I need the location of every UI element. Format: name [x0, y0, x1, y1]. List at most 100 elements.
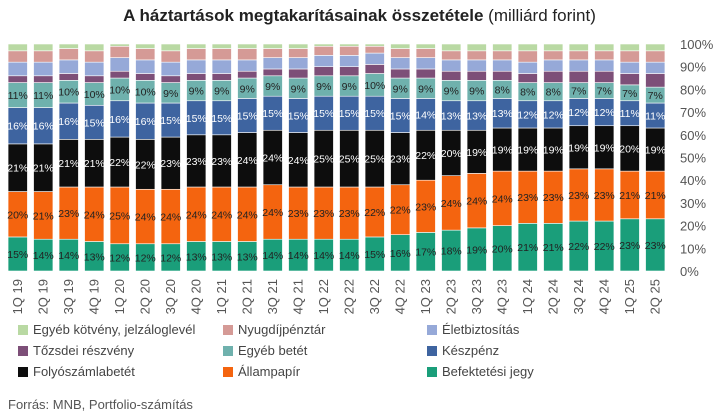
x-tick-label: 1Q 24: [520, 279, 535, 314]
data-label: 24%: [211, 209, 232, 221]
data-label: 15%: [288, 111, 309, 123]
bar-group: 14% 23% 21% 16% 10%: [58, 43, 79, 272]
data-label: 14%: [288, 250, 309, 262]
x-tick-label: 3Q 21: [265, 279, 280, 314]
data-label: 19%: [543, 145, 564, 157]
bar-segment: [619, 43, 640, 52]
data-label: 10%: [109, 84, 130, 96]
bar-group: 18% 24% 20% 13% 9%: [441, 43, 462, 272]
bar-segment: [160, 61, 181, 77]
data-label: 21%: [33, 210, 54, 222]
bar-group: 21% 23% 19% 12% 8%: [543, 43, 564, 272]
data-label: 22%: [568, 241, 589, 253]
bar-group: 12% 24% 22% 16% 10%: [135, 43, 156, 272]
data-label: 16%: [33, 121, 54, 133]
data-label: 20%: [619, 143, 640, 155]
bar-segment: [84, 75, 105, 83]
data-label: 22%: [390, 205, 411, 217]
legend-swatch: [223, 324, 233, 335]
data-label: 22%: [364, 207, 385, 219]
x-tick-label: 1Q 23: [418, 279, 433, 314]
bar-group: 14% 23% 24% 15% 9%: [288, 43, 309, 272]
data-label: 23%: [339, 208, 360, 220]
bar-segment: [237, 59, 258, 72]
bar-segment: [211, 73, 232, 81]
bar-segment: [84, 50, 105, 63]
bar-segment: [619, 61, 640, 74]
bar-group: 14% 24% 24% 15% 9%: [262, 43, 283, 272]
data-label: 13%: [186, 251, 207, 263]
data-label: 15%: [339, 108, 360, 120]
data-label: 22%: [135, 159, 156, 171]
bar-segment: [7, 50, 28, 63]
bar-group: 14% 23% 25% 15% 9%: [339, 43, 360, 272]
data-label: 9%: [342, 81, 357, 93]
data-label: 11%: [620, 108, 640, 120]
data-label: 15%: [237, 111, 258, 123]
bar-segment: [543, 70, 564, 83]
stacked-bar-plot: 0%10%20%30%40%50%60%70%80%90%100%15%20%2…: [7, 37, 713, 314]
x-tick-label: 3Q 22: [367, 279, 382, 314]
y-tick-label: 40%: [680, 173, 706, 188]
bar-segment: [313, 43, 334, 47]
data-label: 23%: [211, 156, 232, 168]
bar-segment: [211, 48, 232, 61]
data-label: 17%: [415, 247, 436, 259]
bar-segment: [492, 59, 513, 72]
bar-segment: [517, 61, 538, 74]
data-label: 15%: [186, 113, 207, 125]
bar-segment: [517, 43, 538, 52]
data-label: 15%: [313, 108, 334, 120]
x-tick-label: 2Q 25: [647, 279, 662, 314]
bar-segment: [645, 61, 666, 74]
bar-segment: [390, 48, 411, 58]
bar-segment: [313, 55, 334, 67]
data-label: 16%: [58, 116, 79, 128]
bar-segment: [58, 43, 79, 49]
legend-item: Életbiztosítás: [427, 322, 519, 337]
y-tick-label: 10%: [680, 241, 706, 256]
bar-segment: [160, 75, 181, 83]
x-tick-label: 4Q 23: [494, 279, 509, 314]
bar-segment: [517, 50, 538, 63]
x-tick-label: 4Q 24: [596, 279, 611, 314]
data-label: 23%: [288, 208, 309, 220]
bar-segment: [415, 43, 436, 49]
legend-label: Befektetési jegy: [442, 364, 534, 379]
bar-segment: [594, 59, 615, 72]
data-label: 15%: [364, 108, 385, 120]
legend-swatch: [18, 345, 28, 356]
bar-segment: [543, 59, 564, 72]
data-label: 24%: [135, 212, 156, 224]
x-tick-label: 1Q 21: [214, 279, 229, 314]
data-label: 19%: [492, 145, 513, 157]
bar-segment: [313, 45, 334, 56]
data-label: 23%: [594, 190, 615, 202]
data-label: 12%: [594, 107, 615, 119]
data-label: 19%: [594, 142, 615, 154]
bar-segment: [619, 50, 640, 63]
bar-segment: [364, 64, 385, 74]
bar-segment: [645, 73, 666, 88]
bar-segment: [135, 73, 156, 81]
data-label: 13%: [492, 108, 513, 120]
data-label: 23%: [58, 208, 79, 220]
bar-segment: [645, 50, 666, 63]
bar-segment: [7, 75, 28, 83]
bar-segment: [415, 48, 436, 58]
bar-segment: [390, 43, 411, 49]
bar-group: 13% 24% 24% 15% 9%: [237, 43, 258, 272]
data-label: 8%: [520, 87, 535, 99]
x-tick-label: 2Q 19: [35, 279, 50, 314]
data-label: 19%: [466, 244, 487, 256]
data-label: 9%: [444, 86, 459, 98]
y-tick-label: 50%: [680, 151, 706, 166]
x-tick-label: 2Q 20: [137, 279, 152, 314]
bar-group: 14% 23% 25% 15% 9%: [313, 43, 334, 272]
data-label: 8%: [546, 87, 561, 99]
bar-segment: [135, 48, 156, 61]
bar-segment: [415, 68, 436, 79]
bar-segment: [492, 50, 513, 61]
legend-item: Készpénz: [427, 343, 499, 358]
